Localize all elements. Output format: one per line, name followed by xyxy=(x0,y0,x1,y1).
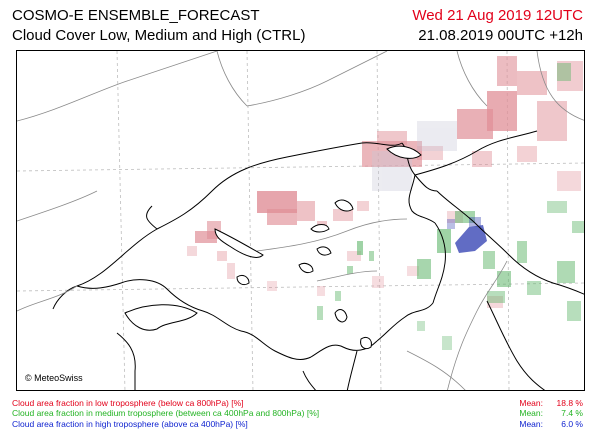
country-borders xyxy=(52,130,584,390)
legend-medium-mean: Mean: 7.4 % xyxy=(519,408,583,418)
map-canvas xyxy=(17,51,584,390)
valid-time: Wed 21 Aug 2019 12UTC xyxy=(412,7,583,24)
mean-value: 6.0 % xyxy=(561,419,583,429)
high-cloud-layer xyxy=(447,217,487,253)
lake-neuchatel xyxy=(214,228,264,258)
legend-high-label: Cloud area fraction in high troposphere … xyxy=(12,419,248,429)
legend-high-mean: Mean: 6.0 % xyxy=(519,419,583,429)
lake-maggiore xyxy=(334,309,348,323)
mean-value: 7.4 % xyxy=(561,408,583,418)
lake-geneva xyxy=(124,304,198,331)
model-title: COSMO-E ENSEMBLE_FORECAST xyxy=(12,7,260,24)
mean-label: Mean: xyxy=(519,419,543,429)
lakes xyxy=(124,145,422,350)
internal-borders xyxy=(17,51,584,390)
lake-biel xyxy=(236,274,250,286)
mean-label: Mean: xyxy=(519,408,543,418)
legend-low-mean: Mean: 18.8 % xyxy=(519,398,583,408)
lake-lucerne xyxy=(316,246,332,256)
product-title: Cloud Cover Low, Medium and High (CTRL) xyxy=(12,27,306,44)
legend-medium-label: Cloud area fraction in medium tropospher… xyxy=(12,408,320,418)
lake-zurich xyxy=(334,199,354,212)
mean-value: 18.8 % xyxy=(556,398,583,408)
legend-low-label: Cloud area fraction in low troposphere (… xyxy=(12,398,244,408)
run-time: 21.08.2019 00UTC +12h xyxy=(418,27,583,44)
medium-cloud-layer xyxy=(317,63,584,350)
lake-sempach xyxy=(310,224,330,233)
lake-thun xyxy=(298,262,314,274)
cloud-cover-map: © MeteoSwiss xyxy=(16,50,585,391)
mean-label: Mean: xyxy=(519,398,543,408)
copyright-label: © MeteoSwiss xyxy=(23,372,85,384)
lake-constance xyxy=(386,145,422,159)
lake-como xyxy=(360,336,372,350)
